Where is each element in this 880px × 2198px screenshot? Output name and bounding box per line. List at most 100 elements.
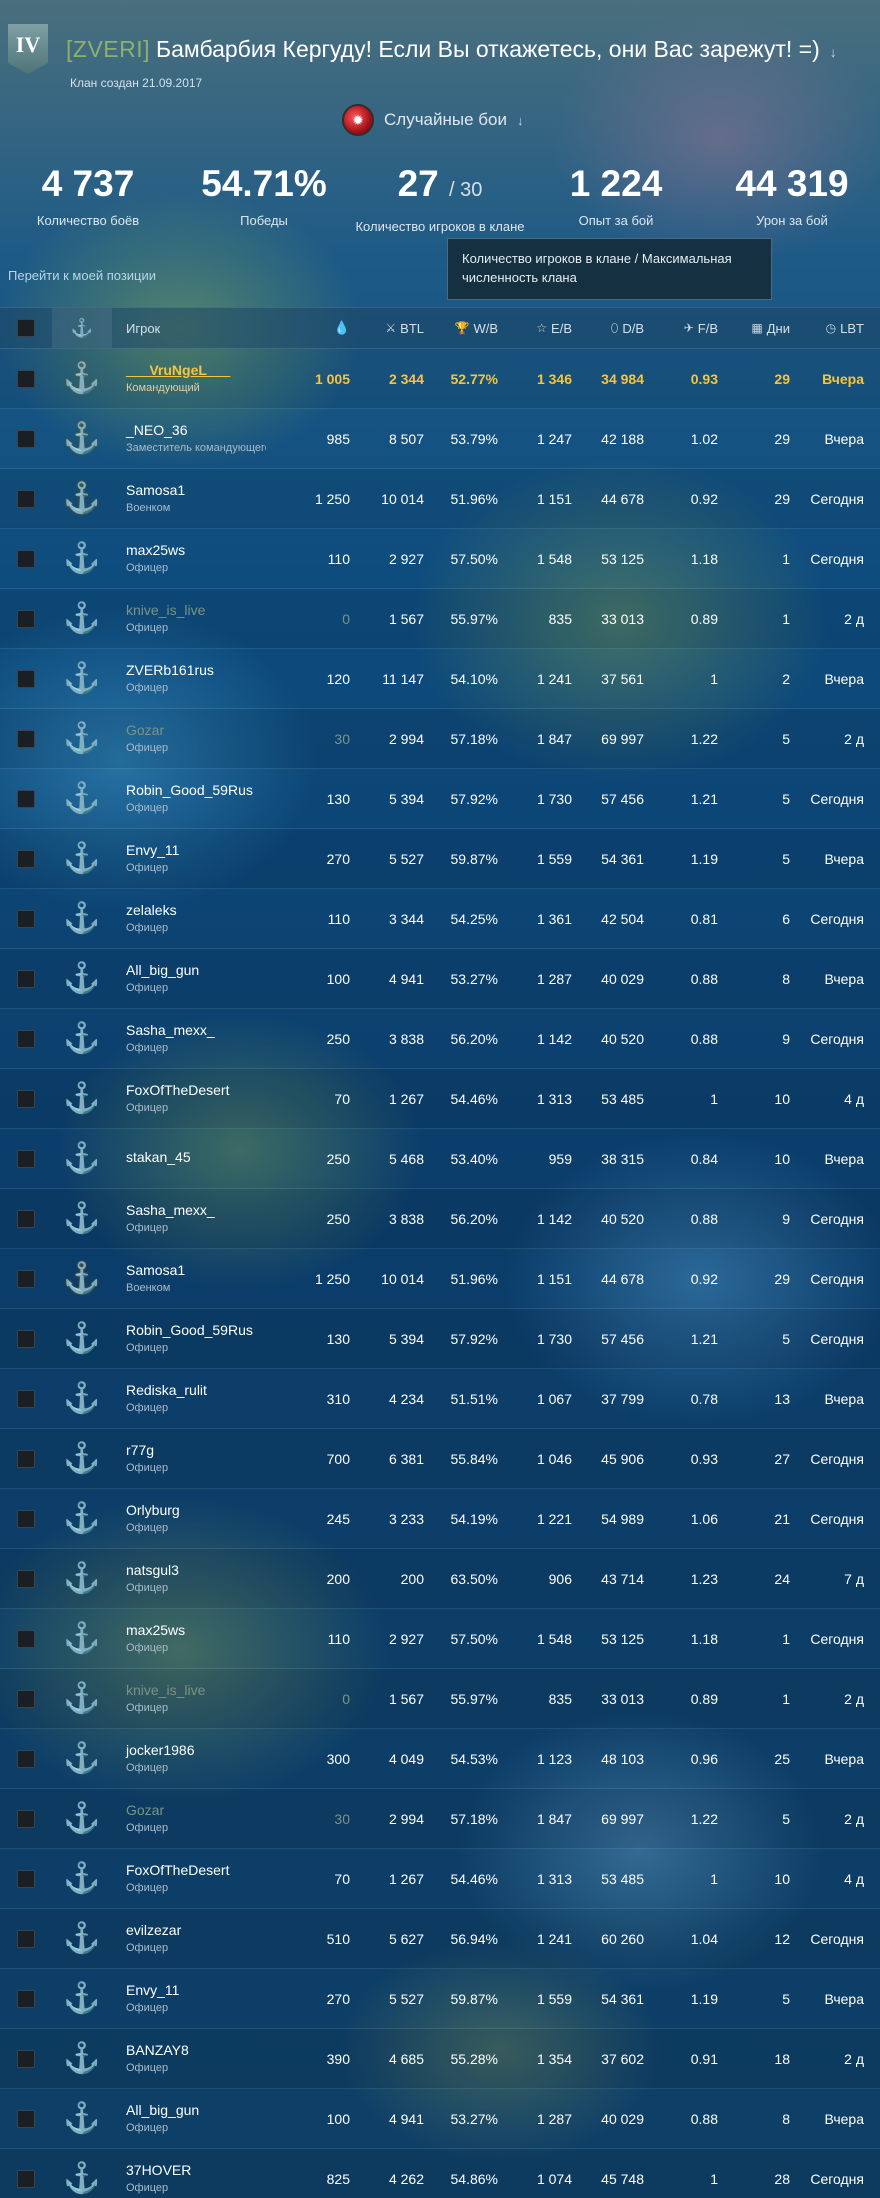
table-row[interactable]: ⚓ _NEO_36 Заместитель командующего 985 8 507… — [0, 409, 880, 469]
player-cell[interactable]: Robin_Good_59Rus Офицер — [126, 769, 276, 828]
header-player[interactable]: Игрок — [126, 320, 161, 336]
row-select[interactable] — [17, 1249, 47, 1308]
header-bonus[interactable]: 💧 — [260, 308, 350, 348]
row-checkbox[interactable] — [17, 1209, 35, 1228]
table-row[interactable]: ⚓ Rediska_rulit Офицер 310 4 234 51.51% 1 067 3… — [0, 1369, 880, 1429]
row-select[interactable] — [17, 529, 47, 588]
row-checkbox[interactable] — [17, 1089, 35, 1108]
row-select[interactable] — [17, 1189, 47, 1248]
row-select[interactable] — [17, 1549, 47, 1608]
table-row[interactable]: ⚓ evilzezar Офицер 510 5 627 56.94% 1 241 60 26… — [0, 1909, 880, 1969]
row-select[interactable] — [17, 1609, 47, 1668]
row-checkbox[interactable] — [17, 609, 35, 628]
table-row[interactable]: ⚓ FoxOfTheDesert Офицер 70 1 267 54.46% 1 313 5… — [0, 1849, 880, 1909]
stat-members[interactable]: 27 / 30 Количество игроков в клане — [352, 162, 528, 236]
player-cell[interactable]: Gozar Офицер — [126, 709, 276, 768]
player-name[interactable]: _NEO_36 — [126, 422, 188, 438]
table-row[interactable]: ⚓ Gozar Офицер 30 2 994 57.18% 1 847 69 997 1.22… — [0, 1789, 880, 1849]
player-name[interactable]: jocker1986 — [126, 1742, 195, 1758]
table-row[interactable]: ⚓ jocker1986 Офицер 300 4 049 54.53% 1 123 48 1… — [0, 1729, 880, 1789]
player-name[interactable]: Sasha_mexx_ — [126, 1022, 215, 1038]
row-checkbox[interactable] — [17, 1389, 35, 1408]
row-select[interactable] — [17, 709, 47, 768]
player-name[interactable]: ZVERb161rus — [126, 662, 214, 678]
player-name[interactable]: FoxOfTheDesert — [126, 1862, 230, 1878]
row-checkbox[interactable] — [17, 1869, 35, 1888]
table-row[interactable]: ⚓ knive_is_live Офицер 0 1 567 55.97% 835 33 01… — [0, 1669, 880, 1729]
player-cell[interactable]: ZVERb161rus Офицер — [126, 649, 276, 708]
row-select[interactable] — [17, 1069, 47, 1128]
player-name[interactable]: natsgul3 — [126, 1562, 179, 1578]
header-lbt[interactable]: ◷ LBT — [825, 320, 864, 336]
table-row[interactable]: ⚓ stakan_45 250 5 468 53.40% 959 38 315 0.84 10 В… — [0, 1129, 880, 1189]
player-cell[interactable]: max25ws Офицер — [126, 1609, 276, 1668]
row-select[interactable] — [17, 2149, 47, 2198]
row-select[interactable] — [17, 829, 47, 888]
row-select[interactable] — [17, 2029, 47, 2088]
row-checkbox[interactable] — [17, 549, 35, 568]
clan-title[interactable]: [ZVERI] Бамбарбия Кергуду! Если Вы откаж… — [66, 36, 837, 63]
player-name[interactable]: Envy_11 — [126, 842, 180, 858]
player-name[interactable]: Robin_Good_59Rus — [126, 1322, 253, 1338]
row-checkbox[interactable] — [17, 1629, 35, 1648]
row-select[interactable] — [17, 1849, 47, 1908]
player-cell[interactable]: Envy_11 Офицер — [126, 829, 276, 888]
goto-my-position-link[interactable]: Перейти к моей позиции — [8, 268, 157, 283]
header-select-all[interactable] — [17, 308, 47, 348]
player-cell[interactable]: All_big_gun Офицер — [126, 2089, 276, 2148]
row-select[interactable] — [17, 769, 47, 828]
row-checkbox[interactable] — [17, 1269, 35, 1288]
player-name[interactable]: All_big_gun — [126, 962, 200, 978]
row-checkbox[interactable] — [17, 729, 35, 748]
table-row[interactable]: ⚓ knive_is_live Офицер 0 1 567 55.97% 835 33 01… — [0, 589, 880, 649]
battle-mode-select[interactable]: ✹ Случайные бои ↓ — [342, 104, 523, 136]
player-cell[interactable]: evilzezar Офицер — [126, 1909, 276, 1968]
player-cell[interactable]: knive_is_live Офицер — [126, 1669, 276, 1728]
row-select[interactable] — [17, 889, 47, 948]
row-select[interactable] — [17, 1369, 47, 1428]
row-select[interactable] — [17, 1789, 47, 1848]
table-row[interactable]: ⚓ Sasha_mexx_ Офицер 250 3 838 56.20% 1 142 40 … — [0, 1009, 880, 1069]
row-select[interactable] — [17, 409, 47, 468]
player-cell[interactable]: jocker1986 Офицер — [126, 1729, 276, 1788]
player-name[interactable]: max25ws — [126, 542, 186, 558]
table-row[interactable]: ⚓ r77g Офицер 700 6 381 55.84% 1 046 45 906 0.93… — [0, 1429, 880, 1489]
table-row[interactable]: ⚓ Robin_Good_59Rus Офицер 130 5 394 57.92% 1 7… — [0, 1309, 880, 1369]
chevron-down-icon[interactable]: ↓ — [829, 44, 837, 60]
table-row[interactable]: ⚓ FoxOfTheDesert Офицер 70 1 267 54.46% 1 313 5… — [0, 1069, 880, 1129]
row-checkbox[interactable] — [17, 369, 35, 388]
row-checkbox[interactable] — [17, 1329, 35, 1348]
player-cell[interactable]: r77g Офицер — [126, 1429, 276, 1488]
row-checkbox[interactable] — [17, 849, 35, 868]
player-name[interactable]: Samosa1 — [126, 1262, 186, 1278]
player-cell[interactable]: FoxOfTheDesert Офицер — [126, 1849, 276, 1908]
table-row[interactable]: ⚓ Envy_11 Офицер 270 5 527 59.87% 1 559 54 361 1… — [0, 1969, 880, 2029]
row-select[interactable] — [17, 1969, 47, 2028]
player-cell[interactable]: Sasha_mexx_ Офицер — [126, 1009, 276, 1068]
player-name[interactable]: evilzezar — [126, 1922, 182, 1938]
row-select[interactable] — [17, 1009, 47, 1068]
player-name[interactable]: knive_is_live — [126, 1682, 206, 1698]
table-row[interactable]: ⚓ ___VruNgeL___ Командующий 1 005 2 344 52.77… — [0, 349, 880, 409]
player-cell[interactable]: knive_is_live Офицер — [126, 589, 276, 648]
player-cell[interactable]: Sasha_mexx_ Офицер — [126, 1189, 276, 1248]
player-cell[interactable]: All_big_gun Офицер — [126, 949, 276, 1008]
row-select[interactable] — [17, 1489, 47, 1548]
player-cell[interactable]: Orlyburg Офицер — [126, 1489, 276, 1548]
row-checkbox[interactable] — [17, 1689, 35, 1708]
player-cell[interactable]: natsgul3 Офицер — [126, 1549, 276, 1608]
row-checkbox[interactable] — [17, 1929, 35, 1948]
table-row[interactable]: ⚓ All_big_gun Офицер 100 4 941 53.27% 1 287 40 … — [0, 949, 880, 1009]
player-name[interactable]: max25ws — [126, 1622, 186, 1638]
header-fb[interactable]: ✈ F/B — [683, 320, 718, 336]
row-select[interactable] — [17, 1909, 47, 1968]
table-row[interactable]: ⚓ Robin_Good_59Rus Офицер 130 5 394 57.92% 1 7… — [0, 769, 880, 829]
table-row[interactable]: ⚓ Sasha_mexx_ Офицер 250 3 838 56.20% 1 142 40 … — [0, 1189, 880, 1249]
player-name[interactable]: BANZAY8 — [126, 2042, 189, 2058]
row-select[interactable] — [17, 589, 47, 648]
player-name[interactable]: knive_is_live — [126, 602, 206, 618]
row-checkbox[interactable] — [17, 1989, 35, 2008]
row-checkbox[interactable] — [17, 789, 35, 808]
header-btl[interactable]: ⚔ BTL — [385, 320, 424, 336]
player-name[interactable]: Rediska_rulit — [126, 1382, 207, 1398]
